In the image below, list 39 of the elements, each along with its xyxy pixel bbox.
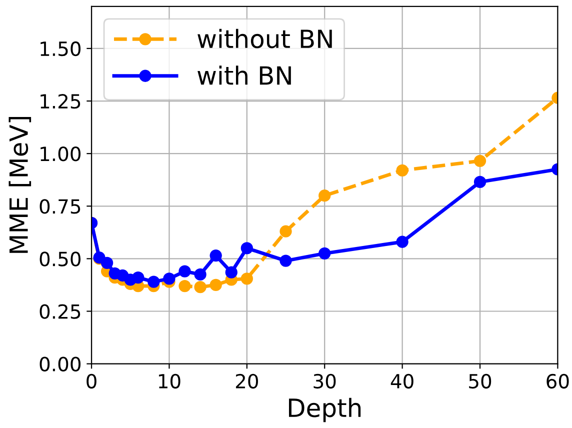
- point: [280, 254, 292, 267]
- point: [225, 266, 238, 278]
- y-axis-title: MME [MeV]: [8, 117, 32, 253]
- point: [396, 164, 408, 176]
- x-tick-label: 50: [469, 374, 492, 389]
- y-tick-label: 1.00: [40, 146, 81, 162]
- x-tick-label: 30: [314, 374, 336, 389]
- y-tick-label: 0.75: [40, 199, 80, 214]
- y-tick-label: 0.00: [40, 356, 81, 372]
- point: [210, 249, 222, 262]
- point: [396, 236, 408, 248]
- x-tick-label: 60: [546, 374, 569, 389]
- x-tick-label: 40: [390, 374, 414, 389]
- point: [474, 154, 486, 168]
- point: [178, 280, 191, 292]
- point: [194, 280, 206, 294]
- x-axis-title: Depth: [288, 398, 361, 422]
- x-tick-label: 20: [236, 374, 258, 389]
- legend-label: with BN: [198, 66, 291, 85]
- y-tick-label: 0.25: [40, 304, 80, 319]
- x-tick-label: 0: [86, 374, 96, 389]
- x-tick-label: 10: [158, 374, 180, 389]
- legend-label: without BN: [198, 28, 332, 48]
- point: [194, 268, 206, 281]
- point: [210, 278, 222, 292]
- point: [318, 247, 331, 260]
- point: [280, 225, 292, 238]
- point: [148, 276, 160, 288]
- point: [240, 242, 253, 254]
- y-tick-label: 0.50: [40, 252, 81, 266]
- point: [163, 272, 176, 285]
- y-tick-label: 1.50: [40, 41, 81, 56]
- point: [178, 265, 191, 278]
- point: [132, 272, 144, 284]
- point: [474, 176, 486, 188]
- point: [240, 272, 253, 285]
- point: [100, 256, 114, 269]
- point: [318, 190, 331, 202]
- y-tick-label: 1.25: [40, 94, 80, 109]
